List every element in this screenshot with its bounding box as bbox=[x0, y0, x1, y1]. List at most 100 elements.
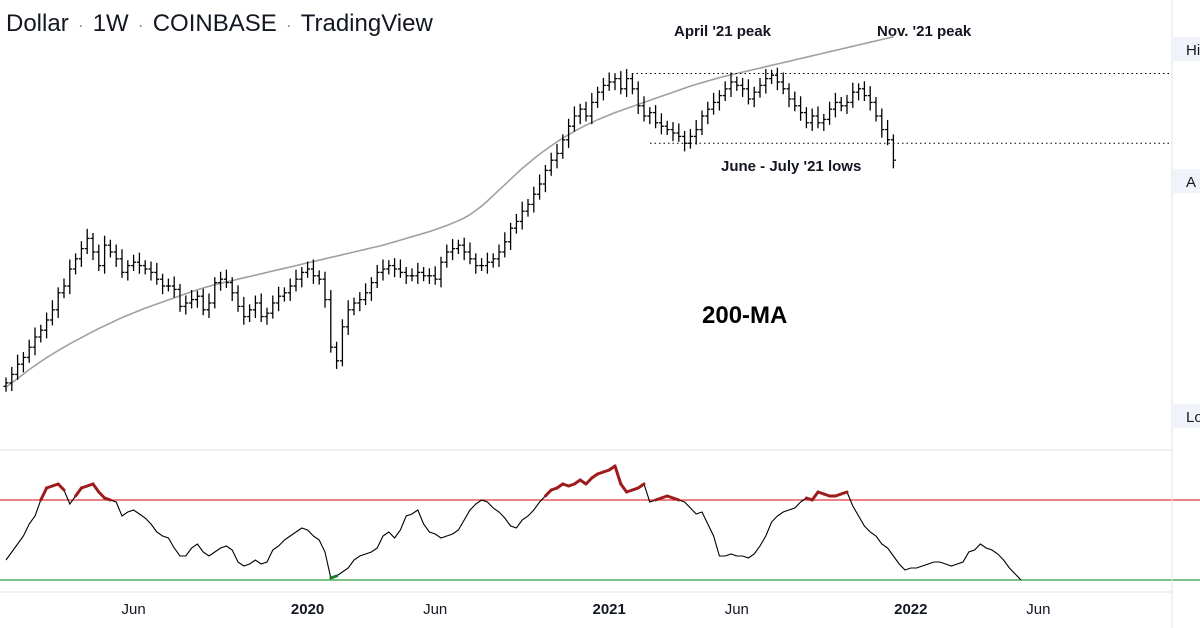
ohlc-bar[interactable] bbox=[792, 91, 798, 112]
ohlc-bar[interactable] bbox=[658, 113, 664, 135]
ohlc-bar[interactable] bbox=[577, 103, 583, 125]
ohlc-bar[interactable] bbox=[351, 297, 357, 316]
ohlc-bar[interactable] bbox=[403, 266, 409, 284]
ohlc-bar[interactable] bbox=[374, 264, 380, 289]
ohlc-bar[interactable] bbox=[380, 259, 386, 281]
price-scale[interactable]: Hi A Lo bbox=[1171, 0, 1200, 628]
ohlc-bar[interactable] bbox=[125, 260, 131, 281]
ohlc-bar[interactable] bbox=[165, 278, 171, 292]
ohlc-bar[interactable] bbox=[345, 300, 351, 335]
ohlc-bar[interactable] bbox=[148, 261, 154, 281]
ohlc-bar[interactable] bbox=[705, 101, 711, 125]
ohlc-bar[interactable] bbox=[490, 253, 496, 268]
ohlc-bar[interactable] bbox=[247, 304, 253, 323]
ohlc-bar[interactable] bbox=[32, 327, 38, 356]
ohlc-bar[interactable] bbox=[798, 96, 804, 121]
ohlc-bar[interactable] bbox=[102, 235, 108, 274]
ohlc-bar[interactable] bbox=[745, 79, 751, 105]
ohlc-bar[interactable] bbox=[774, 67, 780, 91]
ohlc-bar[interactable] bbox=[90, 232, 96, 261]
ohlc-bar[interactable] bbox=[537, 174, 543, 200]
ohlc-bar[interactable] bbox=[206, 293, 212, 318]
ohlc-bar[interactable] bbox=[676, 123, 682, 142]
ohlc-bar[interactable] bbox=[270, 295, 276, 319]
ohlc-bar[interactable] bbox=[629, 73, 635, 95]
oscillator-pane[interactable] bbox=[0, 464, 1200, 593]
ohlc-bar[interactable] bbox=[722, 81, 728, 102]
ohlc-bar[interactable] bbox=[119, 249, 125, 278]
ohlc-bar[interactable] bbox=[856, 83, 862, 101]
ohlc-bar[interactable] bbox=[154, 262, 160, 285]
ohlc-bar[interactable] bbox=[218, 271, 224, 291]
ohlc-bar[interactable] bbox=[131, 254, 137, 272]
ohlc-bar[interactable] bbox=[879, 108, 885, 138]
ohlc-bar[interactable] bbox=[716, 90, 722, 111]
ohlc-bar[interactable] bbox=[264, 307, 270, 325]
ohlc-bar[interactable] bbox=[49, 300, 55, 326]
ohlc-bar[interactable] bbox=[252, 295, 258, 318]
ohlc-bar[interactable] bbox=[595, 86, 601, 108]
ohlc-bar[interactable] bbox=[571, 106, 577, 132]
ohlc-bar[interactable] bbox=[682, 130, 688, 152]
ohlc-bar[interactable] bbox=[113, 244, 119, 267]
ohlc-bar[interactable] bbox=[107, 239, 113, 258]
ohlc-bar[interactable] bbox=[467, 242, 473, 265]
ohlc-bar[interactable] bbox=[508, 222, 514, 250]
ohlc-bar[interactable] bbox=[618, 71, 624, 95]
ohlc-bar[interactable] bbox=[84, 228, 90, 255]
ohlc-bar[interactable] bbox=[426, 268, 432, 284]
ohlc-bar[interactable] bbox=[699, 110, 705, 136]
ohlc-bar[interactable] bbox=[693, 120, 699, 145]
ohlc-bar[interactable] bbox=[647, 107, 653, 125]
ohlc-bar[interactable] bbox=[844, 94, 850, 114]
ohlc-bar[interactable] bbox=[763, 69, 769, 94]
ohlc-bar[interactable] bbox=[821, 113, 827, 131]
ohlc-bar[interactable] bbox=[386, 260, 392, 275]
ohlc-bar[interactable] bbox=[606, 72, 612, 91]
ohlc-bar[interactable] bbox=[769, 69, 775, 85]
ohlc-bar[interactable] bbox=[635, 81, 641, 114]
ohlc-bar[interactable] bbox=[276, 286, 282, 312]
ohlc-bar[interactable] bbox=[20, 351, 26, 373]
ohlc-bar[interactable] bbox=[160, 273, 166, 295]
ohlc-bar[interactable] bbox=[670, 122, 676, 142]
ohlc-bar[interactable] bbox=[392, 258, 398, 278]
ohlc-bar[interactable] bbox=[229, 277, 235, 301]
ohlc-bars[interactable] bbox=[3, 67, 896, 392]
ohlc-bar[interactable] bbox=[873, 96, 879, 122]
ohlc-bar[interactable] bbox=[583, 101, 589, 122]
ohlc-bar[interactable] bbox=[751, 86, 757, 108]
ohlc-bar[interactable] bbox=[838, 96, 844, 112]
ohlc-bar[interactable] bbox=[832, 92, 838, 118]
ohlc-bar[interactable] bbox=[235, 285, 241, 312]
ohlc-bar[interactable] bbox=[554, 143, 560, 169]
ohlc-bar[interactable] bbox=[450, 239, 456, 261]
ohlc-bar[interactable] bbox=[310, 259, 316, 284]
ohlc-bar[interactable] bbox=[44, 312, 50, 339]
ohlc-bar[interactable] bbox=[194, 290, 200, 308]
ohlc-bar[interactable] bbox=[293, 269, 299, 292]
ohlc-bar[interactable] bbox=[809, 108, 815, 131]
ohlc-bar[interactable] bbox=[409, 268, 415, 282]
price-label[interactable]: Lo bbox=[1186, 409, 1200, 426]
ohlc-bar[interactable] bbox=[397, 259, 403, 278]
ohlc-bar[interactable] bbox=[328, 290, 334, 353]
ma-200-line[interactable] bbox=[5, 36, 894, 388]
ohlc-bar[interactable] bbox=[560, 134, 566, 159]
ohlc-bar[interactable] bbox=[612, 73, 618, 91]
ohlc-bar[interactable] bbox=[484, 252, 490, 274]
ohlc-bar[interactable] bbox=[15, 354, 21, 380]
ohlc-bar[interactable] bbox=[740, 77, 746, 97]
ohlc-bar[interactable] bbox=[542, 164, 548, 193]
ohlc-bar[interactable] bbox=[850, 82, 856, 108]
ohlc-bar[interactable] bbox=[502, 232, 508, 258]
ohlc-bar[interactable] bbox=[664, 120, 670, 136]
ohlc-bar[interactable] bbox=[786, 83, 792, 108]
ohlc-bar[interactable] bbox=[600, 77, 606, 101]
ohlc-bar[interactable] bbox=[96, 244, 102, 272]
ohlc-bar[interactable] bbox=[867, 86, 873, 111]
ohlc-bar[interactable] bbox=[368, 277, 374, 301]
ohlc-bar[interactable] bbox=[281, 287, 287, 302]
ohlc-bar[interactable] bbox=[589, 92, 595, 125]
rsi-line[interactable] bbox=[5, 465, 1022, 581]
